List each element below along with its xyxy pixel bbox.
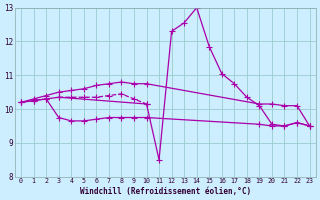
X-axis label: Windchill (Refroidissement éolien,°C): Windchill (Refroidissement éolien,°C) bbox=[80, 187, 251, 196]
